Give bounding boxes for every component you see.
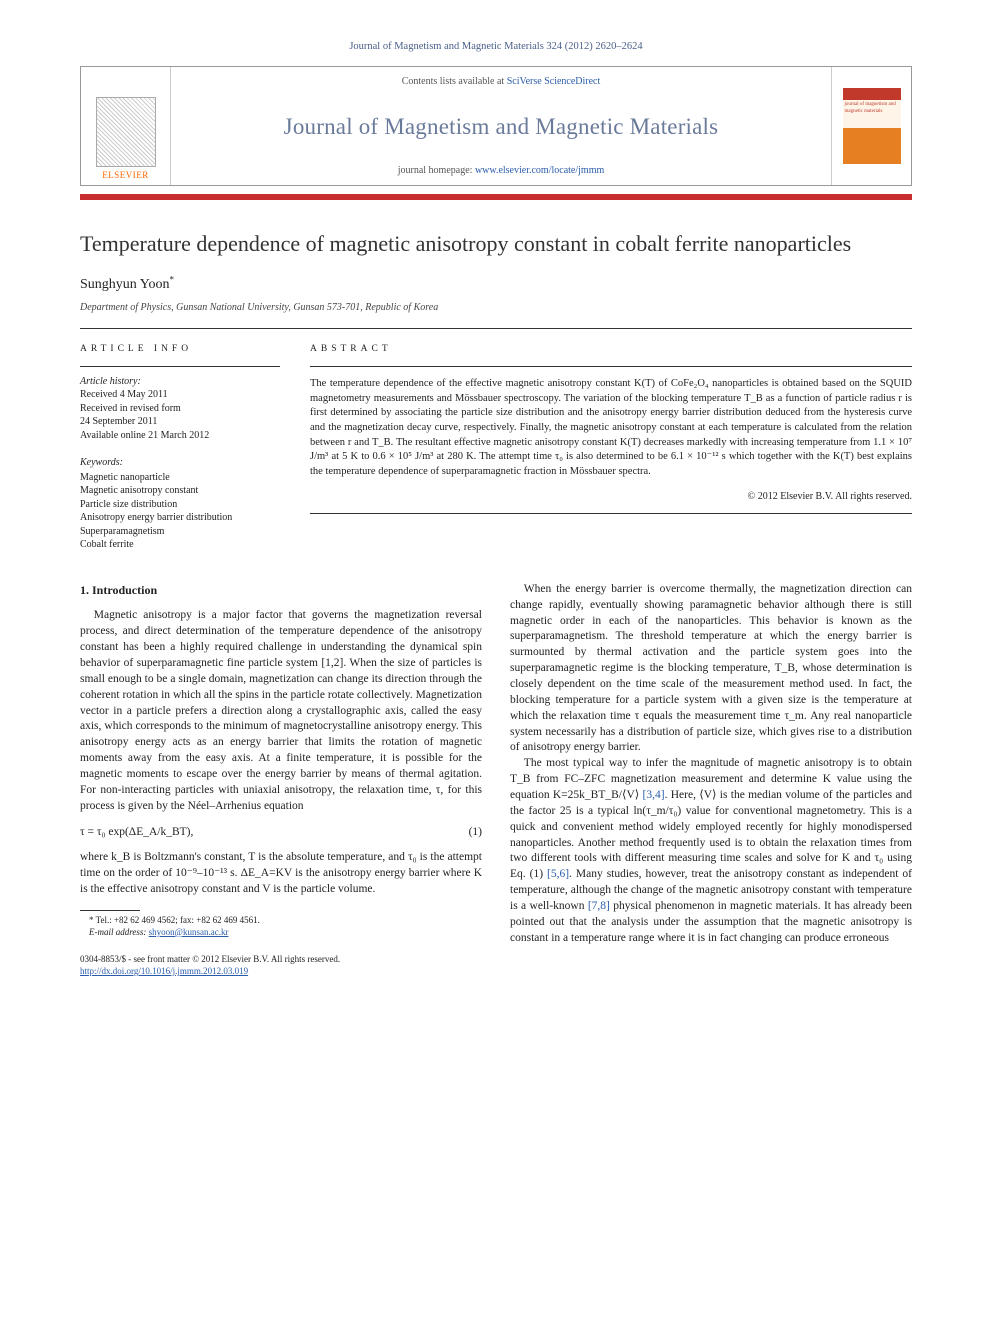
elsevier-tree-icon	[96, 97, 156, 167]
article-info-label: ARTICLE INFO	[80, 343, 280, 356]
keyword-item: Anisotropy energy barrier distribution	[80, 511, 280, 525]
section-heading-intro: 1. Introduction	[80, 582, 482, 599]
abstract-bottom-rule	[310, 513, 912, 514]
history-online: Available online 21 March 2012	[80, 429, 280, 443]
info-sub-rule	[80, 366, 280, 367]
keywords-label: Keywords:	[80, 456, 280, 470]
body-para-4: The most typical way to infer the magnit…	[510, 756, 912, 946]
article-title: Temperature dependence of magnetic aniso…	[80, 230, 912, 258]
journal-cover-icon: journal of magnetism and magnetic materi…	[843, 88, 901, 164]
article-history: Article history: Received 4 May 2011 Rec…	[80, 375, 280, 443]
abstract-label: ABSTRACT	[310, 343, 912, 356]
affiliation: Department of Physics, Gunsan National U…	[80, 301, 912, 315]
keyword-item: Particle size distribution	[80, 498, 280, 512]
history-received: Received 4 May 2011	[80, 388, 280, 402]
keyword-item: Magnetic nanoparticle	[80, 471, 280, 485]
abstract-copyright: © 2012 Elsevier B.V. All rights reserved…	[310, 490, 912, 504]
equation-1: τ = τ₀ exp(ΔE_A/k_BT), (1)	[80, 825, 482, 841]
journal-banner: ELSEVIER Contents lists available at Sci…	[80, 66, 912, 186]
corresponding-marker: *	[169, 274, 174, 284]
body-para-3: When the energy barrier is overcome ther…	[510, 582, 912, 756]
ref-link-56[interactable]: [5,6]	[547, 868, 569, 880]
author-line: Sunghyun Yoon*	[80, 276, 912, 295]
issn-line: 0304-8853/$ - see front matter © 2012 El…	[80, 954, 482, 966]
email-link[interactable]: shyoon@kunsan.ac.kr	[149, 927, 229, 937]
abstract-sub-rule	[310, 366, 912, 367]
article-info-col: ARTICLE INFO Article history: Received 4…	[80, 343, 280, 552]
body-para-1: Magnetic anisotropy is a major factor th…	[80, 608, 482, 814]
keyword-item: Magnetic anisotropy constant	[80, 484, 280, 498]
doi-block: 0304-8853/$ - see front matter © 2012 El…	[80, 954, 482, 977]
contents-line: Contents lists available at SciVerse Sci…	[402, 75, 601, 89]
contents-prefix: Contents lists available at	[402, 76, 507, 87]
ref-link-78[interactable]: [7,8]	[588, 900, 610, 912]
email-label: E-mail address:	[89, 927, 149, 937]
publisher-name: ELSEVIER	[102, 169, 149, 181]
author-name: Sunghyun Yoon	[80, 277, 169, 292]
ref-link-34[interactable]: [3,4]	[643, 789, 665, 801]
abstract-col: ABSTRACT The temperature dependence of t…	[310, 343, 912, 552]
footnote-tel: * Tel.: +82 62 469 4562; fax: +82 62 469…	[80, 915, 482, 927]
abstract-text: The temperature dependence of the effect…	[310, 377, 912, 480]
body-para-2: where k_B is Boltzmann's constant, T is …	[80, 850, 482, 898]
history-revised-line1: Received in revised form	[80, 402, 280, 416]
keywords-list: Magnetic nanoparticle Magnetic anisotrop…	[80, 471, 280, 552]
history-label: Article history:	[80, 375, 280, 389]
journal-cover-box: journal of magnetism and magnetic materi…	[831, 67, 911, 185]
doi-link[interactable]: http://dx.doi.org/10.1016/j.jmmm.2012.03…	[80, 966, 248, 976]
homepage-link[interactable]: www.elsevier.com/locate/jmmm	[475, 165, 604, 176]
red-rule	[80, 194, 912, 200]
publisher-logo-box: ELSEVIER	[81, 67, 171, 185]
journal-center: Contents lists available at SciVerse Sci…	[171, 67, 831, 185]
history-revised-line2: 24 September 2011	[80, 415, 280, 429]
keyword-item: Superparamagnetism	[80, 525, 280, 539]
body-columns: 1. Introduction Magnetic anisotropy is a…	[80, 582, 912, 978]
homepage-prefix: journal homepage:	[398, 165, 475, 176]
para4-seg-b: . Here, ⟨V⟩ is the median volume of the …	[510, 789, 912, 880]
equation-body: τ = τ₀ exp(ΔE_A/k_BT),	[80, 825, 193, 841]
keyword-item: Cobalt ferrite	[80, 538, 280, 552]
meta-abstract-row: ARTICLE INFO Article history: Received 4…	[80, 329, 912, 552]
equation-number: (1)	[469, 825, 482, 841]
homepage-line: journal homepage: www.elsevier.com/locat…	[398, 164, 605, 178]
footnote-rule	[80, 910, 140, 911]
header-citation: Journal of Magnetism and Magnetic Materi…	[80, 40, 912, 54]
journal-title: Journal of Magnetism and Magnetic Materi…	[284, 111, 719, 142]
footnote-email: E-mail address: shyoon@kunsan.ac.kr	[80, 927, 482, 939]
sciencedirect-link[interactable]: SciVerse ScienceDirect	[507, 76, 601, 87]
